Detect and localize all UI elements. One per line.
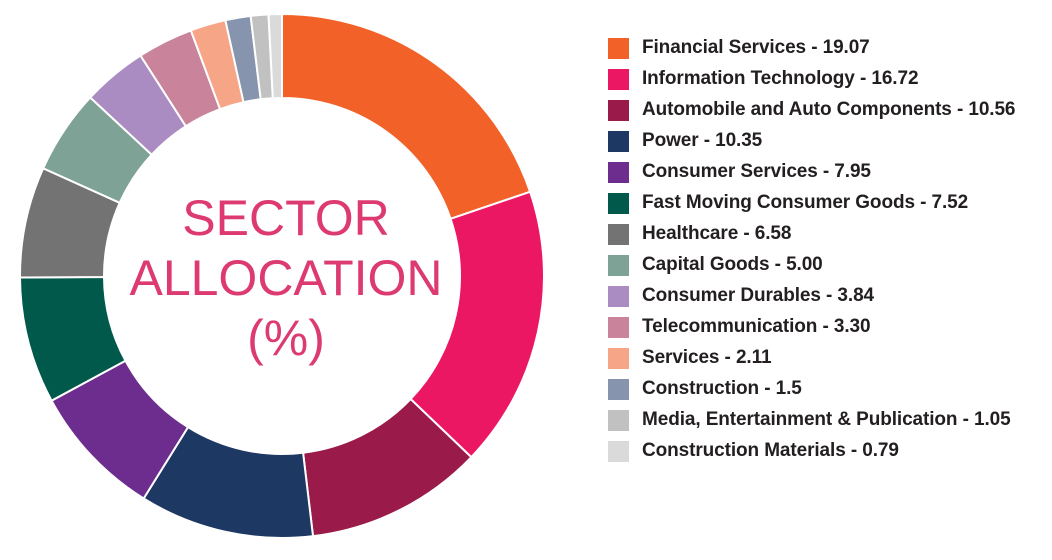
legend-swatch <box>608 348 629 369</box>
legend-label: Capital Goods - 5.00 <box>642 254 823 275</box>
legend-label: Services - 2.11 <box>642 347 772 368</box>
legend-item: Consumer Durables - 3.84 <box>608 282 1048 313</box>
legend-swatch <box>608 255 629 276</box>
legend-label: Financial Services - 19.07 <box>642 37 870 58</box>
legend-swatch <box>608 131 629 152</box>
legend-item: Healthcare - 6.58 <box>608 220 1048 251</box>
legend-label: Construction Materials - 0.79 <box>642 440 899 461</box>
slice-financial-services <box>281 12 532 221</box>
legend-item: Construction - 1.5 <box>608 375 1048 406</box>
legend-swatch <box>608 410 629 431</box>
legend-swatch <box>608 224 629 245</box>
legend-label: Consumer Services - 7.95 <box>642 161 871 182</box>
legend-swatch <box>608 38 629 59</box>
title-line-1: SECTOR <box>182 190 390 246</box>
legend-label: Fast Moving Consumer Goods - 7.52 <box>642 192 969 213</box>
legend-label: Telecommunication - 3.30 <box>642 316 871 337</box>
legend-item: Construction Materials - 0.79 <box>608 437 1048 468</box>
legend-swatch <box>608 69 629 90</box>
legend-swatch <box>608 286 629 307</box>
legend-item: Services - 2.11 <box>608 344 1048 375</box>
legend-label: Power - 10.35 <box>642 130 763 151</box>
legend-swatch <box>608 317 629 338</box>
legend-swatch <box>608 100 629 121</box>
legend-item: Capital Goods - 5.00 <box>608 251 1048 282</box>
chart-legend: Financial Services - 19.07 Information Te… <box>608 34 1048 468</box>
legend-label: Automobile and Auto Components - 10.56 <box>642 99 1016 120</box>
legend-swatch <box>608 193 629 214</box>
legend-item: Media, Entertainment & Publication - 1.0… <box>608 406 1048 437</box>
legend-item: Consumer Services - 7.95 <box>608 158 1048 189</box>
legend-label: Consumer Durables - 3.84 <box>642 285 875 306</box>
legend-swatch <box>608 441 629 462</box>
legend-item: Information Technology - 16.72 <box>608 65 1048 96</box>
title-line-3: (%) <box>247 310 325 366</box>
legend-swatch <box>608 379 629 400</box>
legend-swatch <box>608 162 629 183</box>
chart-center-title: SECTOR ALLOCATION (%) <box>96 188 476 368</box>
legend-item: Financial Services - 19.07 <box>608 34 1048 65</box>
title-line-2: ALLOCATION <box>129 250 443 306</box>
legend-label: Information Technology - 16.72 <box>642 68 919 89</box>
slice-construction-materials <box>267 12 283 100</box>
legend-item: Power - 10.35 <box>608 127 1048 158</box>
donut-chart <box>18 12 545 539</box>
legend-item: Fast Moving Consumer Goods - 7.52 <box>608 189 1048 220</box>
legend-label: Construction - 1.5 <box>642 378 802 399</box>
legend-item: Telecommunication - 3.30 <box>608 313 1048 344</box>
legend-item: Automobile and Auto Components - 10.56 <box>608 96 1048 127</box>
legend-label: Healthcare - 6.58 <box>642 223 792 244</box>
legend-label: Media, Entertainment & Publication - 1.0… <box>642 409 1011 430</box>
